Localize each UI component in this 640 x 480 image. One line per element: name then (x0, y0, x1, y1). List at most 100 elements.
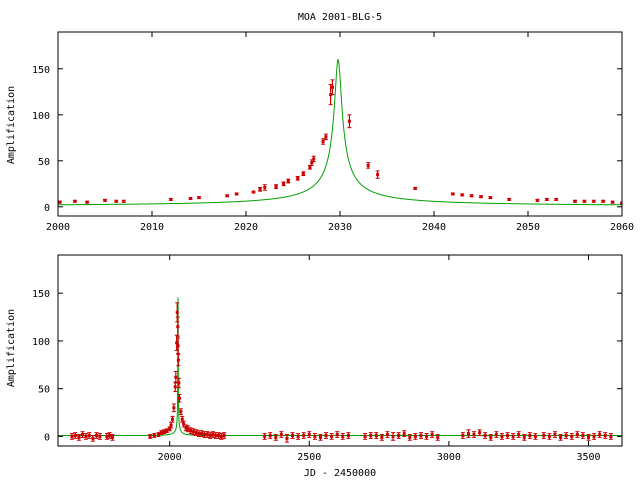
data-point (251, 190, 256, 194)
data-point (535, 198, 540, 202)
data-point (176, 353, 181, 367)
data-point (307, 431, 312, 438)
data-point (483, 432, 488, 439)
data-point (413, 186, 418, 190)
data-point (363, 433, 368, 440)
data-point (494, 431, 499, 438)
data-point (258, 186, 263, 192)
data-point (375, 170, 380, 179)
data-point (391, 432, 396, 441)
data-point (234, 192, 239, 196)
data-point (199, 430, 204, 437)
data-point (335, 431, 340, 438)
data-point (176, 337, 181, 354)
data-point (544, 197, 549, 201)
data-point (73, 432, 78, 439)
data-point (173, 371, 178, 384)
data-point (620, 201, 622, 205)
y-tick-label: 0 (44, 432, 50, 443)
model-curve (58, 297, 622, 436)
data-point (580, 432, 585, 439)
data-point (301, 171, 306, 177)
data-point (121, 199, 126, 203)
data-point (175, 316, 180, 337)
data-point (330, 79, 335, 96)
data-point (547, 433, 552, 440)
y-axis-label-bottom: Amplification (6, 309, 17, 387)
data-point (94, 432, 99, 439)
data-point (80, 431, 85, 438)
data-point (499, 433, 504, 440)
data-point (466, 429, 471, 438)
model-curve (58, 58, 622, 206)
data-point (194, 429, 199, 436)
data-point (183, 424, 188, 432)
data-point (205, 431, 210, 438)
data-point (603, 432, 608, 439)
data-point (318, 434, 323, 441)
data-point (286, 178, 291, 184)
data-point (347, 114, 352, 129)
data-point (197, 196, 201, 200)
data-point (573, 199, 577, 203)
data-point (488, 434, 493, 441)
data-point (216, 432, 221, 439)
data-point (296, 433, 301, 440)
zoomed-panel: Amplification 2000 2010 2020 2030 2040 2050 20… (6, 31, 634, 233)
data-point (450, 192, 455, 196)
data-point (541, 432, 546, 439)
data-point (301, 432, 306, 439)
data-point (188, 197, 193, 201)
data-point (170, 415, 175, 423)
data-point (191, 428, 196, 436)
y-tick-label: 100 (32, 337, 50, 348)
data-point (148, 434, 153, 439)
data-point (575, 431, 580, 438)
data-point (608, 433, 613, 440)
data-point (152, 433, 157, 438)
x-tick-label: 3000 (437, 452, 461, 463)
y-tick-label: 50 (38, 385, 50, 396)
data-point (413, 433, 418, 440)
data-point (279, 431, 284, 438)
data-point (601, 199, 606, 203)
x-tick-label: 2000 (46, 222, 70, 233)
plot-frame (57, 31, 623, 217)
data-point (262, 433, 267, 440)
data-point (522, 434, 527, 441)
data-point (69, 433, 74, 440)
x-tick-label: 2050 (516, 222, 540, 233)
data-point (460, 193, 465, 197)
data-point (222, 432, 227, 439)
x-tick-label: 2060 (610, 222, 634, 233)
data-point (83, 433, 88, 440)
data-point (268, 432, 273, 439)
data-point (569, 433, 574, 440)
data-point (507, 197, 512, 201)
data-point (177, 393, 182, 403)
plot-frame (57, 254, 623, 447)
data-point (402, 430, 407, 437)
data-point (368, 432, 373, 439)
data-point (321, 138, 326, 145)
x-tick-label: 2000 (158, 452, 182, 463)
full-season-panel: Amplification JD - 2450000 2000 2500 3000 3… (6, 254, 623, 479)
data-point (188, 427, 193, 435)
data-point (210, 431, 215, 438)
data-point (168, 197, 173, 201)
data-point (435, 434, 440, 441)
data-point (307, 164, 312, 170)
data-point (527, 432, 532, 439)
y-axis-label-top: Amplification (6, 86, 17, 164)
data-point (114, 199, 119, 203)
data-point (469, 194, 474, 198)
data-point (407, 434, 412, 441)
data-point (479, 195, 483, 199)
data-point (76, 434, 81, 441)
data-point (597, 431, 602, 438)
data-point (274, 184, 279, 189)
data-point (488, 196, 493, 200)
data-point (103, 198, 107, 202)
data-point (511, 433, 516, 440)
